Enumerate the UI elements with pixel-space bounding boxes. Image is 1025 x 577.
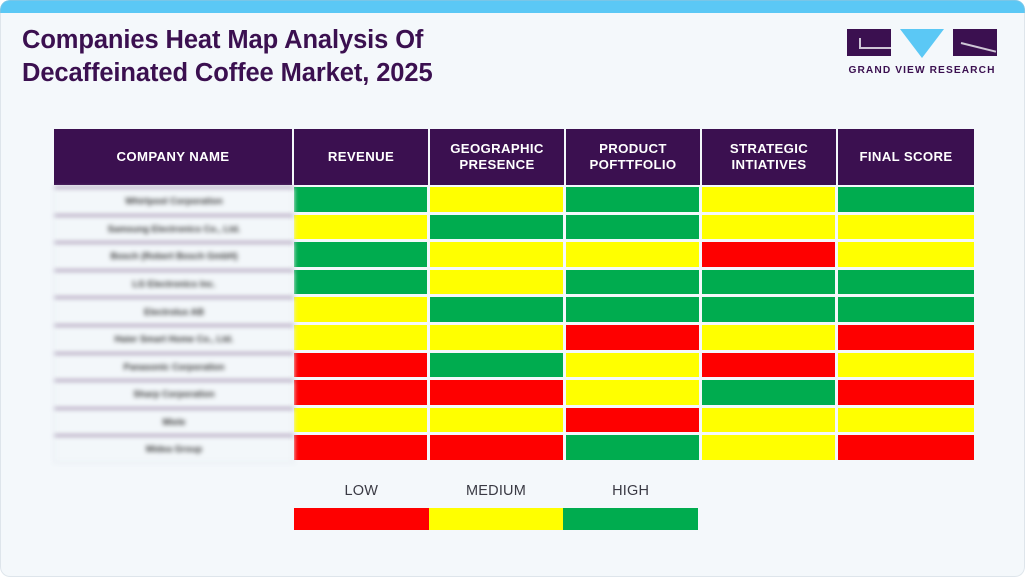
company-name-cell: Haier Smart Home Co., Ltd.: [54, 324, 294, 353]
company-name-cell: Midea Group: [54, 435, 294, 463]
heatmap-cell: [430, 352, 566, 381]
heatmap-cell: [838, 324, 974, 353]
legend-segment-low: [294, 508, 429, 530]
heatmap-cell: [566, 297, 702, 325]
logo-marks: [847, 29, 997, 58]
logo-wordmark: GRAND VIEW RESEARCH: [848, 65, 996, 76]
heatmap-cell: [566, 269, 702, 298]
company-name-cell: Whirlpool Corporation: [54, 187, 294, 215]
table-body: Whirlpool Corporation Samsung Electronics…: [54, 187, 975, 463]
heatmap-cell: [702, 187, 838, 215]
heatmap-cell: [566, 435, 702, 463]
table-header: COMPANY NAME REVENUE GEOGRAPHIC PRESENCE…: [54, 129, 975, 185]
legend-segment-medium: [428, 508, 564, 530]
heatmap-cell: [294, 214, 430, 243]
heatmap-cell: [838, 407, 974, 436]
heatmap-cell: [702, 407, 838, 436]
heatmap-cell: [294, 435, 430, 463]
legend-segment-high: [563, 508, 699, 530]
table-row: Panasonic Corporation: [54, 352, 975, 381]
heatmap-cell: [294, 242, 430, 270]
column-header-product-portfolio: PRODUCT POFTTFOLIO: [566, 129, 702, 185]
logo-r-icon: [953, 29, 997, 56]
table-row: Haier Smart Home Co., Ltd.: [54, 324, 975, 353]
heatmap-cell: [294, 324, 430, 353]
heatmap-cell: [566, 214, 702, 243]
heatmap-cell: [838, 187, 974, 215]
header-row: COMPANY NAME REVENUE GEOGRAPHIC PRESENCE…: [54, 129, 975, 185]
legend-label: MEDIUM: [466, 483, 527, 499]
heatmap-cell: [702, 242, 838, 270]
heatmap-cell: [566, 407, 702, 436]
heatmap-cell: [294, 407, 430, 436]
heatmap-cell: [566, 352, 702, 381]
heatmap-cell: [838, 214, 974, 243]
heatmap-cell: [702, 352, 838, 381]
heatmap-cell: [838, 352, 974, 381]
heatmap-cell: [430, 297, 566, 325]
heatmap-cell: [294, 380, 430, 408]
heatmap-cell: [838, 435, 974, 463]
heatmap-cell: [430, 324, 566, 353]
column-header-revenue: REVENUE: [294, 129, 430, 185]
heatmap-cell: [566, 324, 702, 353]
heatmap-cell: [702, 297, 838, 325]
heatmap-cell: [838, 297, 974, 325]
heatmap-cell: [702, 324, 838, 353]
heatmap-cell: [430, 380, 566, 408]
heatmap-cell: [430, 407, 566, 436]
heatmap-table: COMPANY NAME REVENUE GEOGRAPHIC PRESENCE…: [54, 129, 975, 463]
legend-labels: LOW MEDIUM HIGH: [294, 483, 698, 499]
heatmap-cell: [838, 269, 974, 298]
heatmap-cell: [430, 269, 566, 298]
heatmap-cell: [838, 380, 974, 408]
top-accent-bar: [0, 0, 1025, 13]
company-name-cell: Panasonic Corporation: [54, 352, 294, 381]
heatmap-cell: [294, 297, 430, 325]
heatmap-cell: [566, 242, 702, 270]
column-header-strategic-initiatives: STRATEGIC INTIATIVES: [702, 129, 838, 185]
legend-color-bar: [294, 508, 699, 530]
heatmap-cell: [294, 187, 430, 215]
heatmap-cell: [566, 187, 702, 215]
table-row: Sharp Corporation: [54, 380, 975, 408]
heatmap-cell: [430, 214, 566, 243]
column-header-final-score: FINAL SCORE: [838, 129, 974, 185]
brand-logo: GRAND VIEW RESEARCH: [847, 29, 997, 76]
company-name-cell: Samsung Electronics Co., Ltd.: [54, 214, 294, 243]
logo-v-triangle-icon: [900, 29, 944, 58]
heatmap-cell: [702, 435, 838, 463]
heatmap-cell: [294, 352, 430, 381]
table-row: Bosch (Robert Bosch GmbH): [54, 242, 975, 270]
table-row: Electrolux AB: [54, 297, 975, 325]
company-name-cell: Electrolux AB: [54, 297, 294, 325]
page-title: Companies Heat Map Analysis Of Decaffein…: [22, 26, 433, 87]
table-row: LG Electronics Inc.: [54, 269, 975, 298]
legend-label: LOW: [344, 483, 379, 499]
company-name-cell: Sharp Corporation: [54, 380, 294, 408]
legend-label: HIGH: [612, 483, 650, 499]
logo-g-icon: [847, 29, 891, 56]
company-name-cell: Bosch (Robert Bosch GmbH): [54, 242, 294, 270]
table-row: Midea Group: [54, 435, 975, 463]
heatmap-cell: [430, 187, 566, 215]
heatmap-cell: [294, 269, 430, 298]
heatmap-cell: [702, 269, 838, 298]
heatmap-cell: [838, 242, 974, 270]
header: Companies Heat Map Analysis Of Decaffein…: [22, 24, 1003, 96]
company-name-cell: Miele: [54, 407, 294, 436]
heatmap-cell: [702, 214, 838, 243]
heatmap-cell: [430, 242, 566, 270]
legend: LOW MEDIUM HIGH: [294, 483, 699, 530]
company-name-cell: LG Electronics Inc.: [54, 269, 294, 298]
table-row: Whirlpool Corporation: [54, 187, 975, 215]
table-row: Miele: [54, 407, 975, 436]
column-header-company-name: COMPANY NAME: [54, 129, 294, 185]
column-header-geographic-presence: GEOGRAPHIC PRESENCE: [430, 129, 566, 185]
heatmap-cell: [702, 380, 838, 408]
heatmap-cell: [566, 380, 702, 408]
table-row: Samsung Electronics Co., Ltd.: [54, 214, 975, 243]
heatmap-cell: [430, 435, 566, 463]
